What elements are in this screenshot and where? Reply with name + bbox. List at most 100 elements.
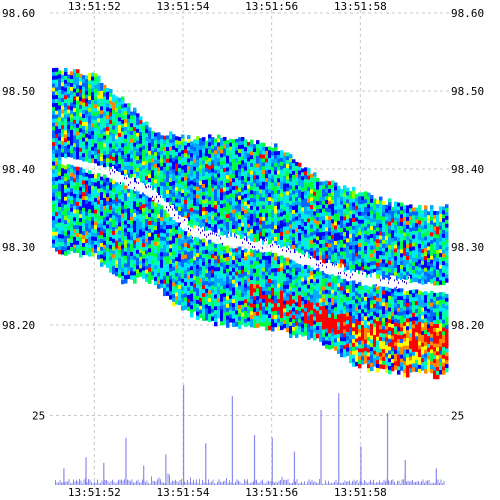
book-cell	[151, 181, 155, 187]
book-cell	[247, 251, 251, 256]
book-cell	[268, 169, 272, 175]
book-cell	[400, 229, 404, 235]
book-cell	[361, 192, 365, 197]
book-cell	[124, 271, 128, 276]
book-cell	[169, 275, 173, 281]
book-cell	[169, 158, 173, 164]
book-cell	[298, 166, 302, 172]
book-cell	[163, 166, 167, 172]
book-cell	[259, 298, 263, 304]
book-cell	[325, 317, 329, 322]
book-cell	[292, 299, 296, 305]
book-cell	[367, 216, 371, 221]
book-cell	[82, 172, 86, 178]
book-cell	[301, 199, 305, 204]
book-cell	[85, 246, 89, 252]
book-cell	[148, 201, 152, 206]
book-cell	[262, 271, 266, 276]
book-cell	[211, 183, 215, 189]
book-cell	[103, 155, 107, 160]
book-cell	[250, 151, 254, 156]
book-cell	[127, 130, 131, 135]
book-cell	[361, 289, 365, 295]
book-cell	[142, 180, 146, 186]
book-cell	[352, 354, 356, 359]
book-cell	[226, 284, 230, 289]
book-cell	[136, 125, 140, 130]
book-cell	[268, 158, 272, 163]
book-cell	[205, 148, 209, 153]
book-cell	[241, 222, 245, 228]
book-cell	[190, 141, 194, 146]
book-cell	[106, 259, 110, 265]
book-cell	[289, 275, 293, 280]
book-cell	[289, 162, 293, 167]
book-cell	[76, 240, 80, 246]
book-cell	[286, 167, 290, 173]
book-cell	[166, 182, 170, 187]
book-cell	[91, 158, 95, 163]
book-cell	[289, 236, 293, 241]
book-cell	[256, 159, 260, 165]
book-cell	[112, 223, 116, 228]
book-cell	[334, 256, 338, 262]
book-cell	[376, 340, 380, 346]
book-cell	[322, 313, 326, 319]
book-cell	[121, 201, 125, 207]
book-cell	[112, 227, 116, 232]
book-cell	[295, 314, 299, 319]
book-cell	[244, 295, 248, 300]
book-cell	[361, 247, 365, 252]
book-cell	[343, 349, 347, 354]
book-cell	[157, 132, 161, 137]
book-cell	[115, 154, 119, 160]
book-cell	[73, 131, 77, 136]
book-cell	[241, 285, 245, 290]
book-cell	[178, 226, 182, 232]
book-cell	[64, 130, 68, 135]
book-cell	[172, 274, 176, 280]
book-cell	[391, 242, 395, 247]
book-cell	[286, 218, 290, 224]
book-cell	[136, 167, 140, 173]
book-cell	[352, 303, 356, 309]
book-cell	[268, 275, 272, 280]
book-cell	[175, 140, 179, 145]
book-cell	[247, 290, 251, 295]
book-cell	[88, 197, 92, 202]
book-cell	[82, 149, 86, 154]
book-cell	[190, 160, 194, 166]
book-cell	[142, 235, 146, 240]
book-cell	[241, 187, 245, 193]
book-cell	[196, 179, 200, 184]
book-cell	[394, 217, 398, 222]
book-cell	[67, 179, 71, 185]
book-cell	[322, 181, 326, 186]
book-cell	[328, 228, 332, 233]
book-cell	[313, 312, 317, 318]
book-cell	[223, 144, 227, 150]
book-cell	[352, 346, 356, 352]
book-cell	[229, 197, 233, 202]
book-cell	[385, 271, 389, 276]
book-cell	[94, 155, 98, 160]
book-cell	[247, 153, 251, 159]
book-cell	[262, 162, 266, 167]
book-cell	[244, 225, 248, 230]
book-cell	[337, 302, 341, 308]
book-cell	[145, 254, 149, 259]
book-cell	[325, 320, 329, 326]
book-cell	[226, 276, 230, 281]
book-cell	[271, 194, 275, 199]
book-cell	[94, 244, 98, 250]
book-cell	[289, 263, 293, 268]
book-cell	[373, 311, 377, 317]
book-cell	[382, 329, 386, 335]
book-cell	[145, 246, 149, 251]
book-cell	[208, 282, 212, 287]
book-cell	[211, 296, 215, 302]
book-cell	[280, 228, 284, 233]
book-cell	[73, 170, 77, 175]
book-cell	[91, 174, 95, 179]
